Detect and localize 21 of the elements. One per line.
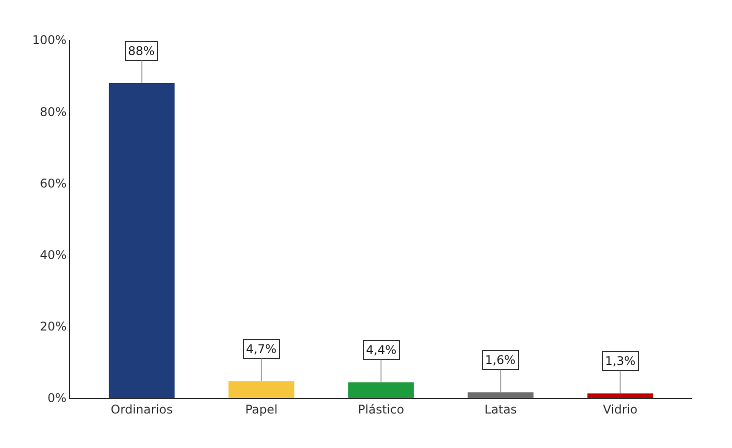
x-tick-label: Plástico	[358, 402, 404, 416]
y-tick-label: 60%	[40, 176, 67, 190]
data-label: 1,6%	[485, 353, 516, 367]
bar	[348, 382, 414, 398]
y-tick-label: 0%	[48, 391, 67, 406]
x-tick-label: Ordinarios	[110, 402, 173, 416]
y-tick-label: 80%	[40, 104, 67, 119]
data-label: 4,7%	[246, 342, 276, 356]
bar	[108, 82, 175, 398]
y-tick-label: 40%	[40, 248, 67, 262]
x-tick-label: Vidrio	[602, 402, 638, 416]
y-tick-label: 100%	[32, 33, 67, 48]
bar	[228, 381, 294, 398]
data-label: 1,3%	[605, 354, 636, 368]
x-tick-label: Papel	[245, 402, 278, 416]
x-tick-label: Latas	[484, 402, 517, 416]
data-label: 4,4%	[366, 343, 396, 357]
bar	[587, 393, 654, 398]
data-label: 88%	[128, 44, 155, 58]
bar	[468, 392, 534, 398]
y-tick-label: 20%	[40, 320, 67, 334]
